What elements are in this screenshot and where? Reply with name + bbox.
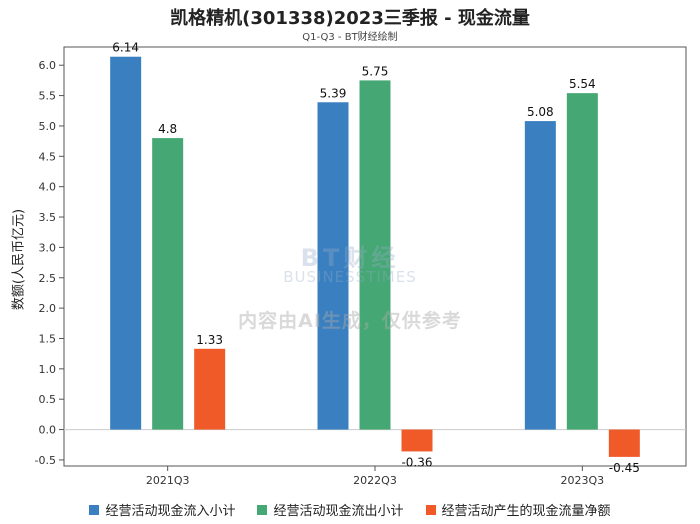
chart-subtitle: Q1-Q3 - BT财经绘制 [302,32,398,43]
y-tick-label: 1.5 [39,332,57,345]
y-tick-label: 4.5 [39,150,57,163]
y-tick-label: 5.5 [39,90,57,103]
x-tick-label: 2022Q3 [353,474,397,487]
bar [608,429,640,457]
y-tick-label: 1.0 [39,363,57,376]
legend-label-outflow: 经营活动现金流出小计 [273,504,404,519]
data-label: -0.45 [609,461,640,475]
legend-swatch-inflow [89,504,100,515]
legend-item-inflow: 经营活动现金流入小计 [89,500,235,519]
x-tick-label: 2023Q3 [561,474,605,487]
bar [359,80,391,430]
bar [524,121,556,430]
legend-item-outflow: 经营活动现金流出小计 [257,500,404,519]
data-label: 5.39 [320,86,347,100]
data-label: 5.54 [569,77,596,91]
legend-label-inflow: 经营活动现金流入小计 [105,504,236,519]
bar [152,138,184,430]
data-label: 4.8 [158,122,177,136]
bar [194,348,226,430]
y-tick-label: 0.5 [39,393,57,406]
y-tick-label: 2.0 [39,302,57,315]
bar [401,429,433,452]
legend-swatch-net [425,504,436,515]
bar [317,102,349,430]
y-tick-label: 6.0 [39,59,57,72]
y-tick-label: 2.5 [39,272,57,285]
y-tick-label: 4.0 [39,181,57,194]
y-tick-label: 0.0 [39,424,57,437]
data-label: 5.75 [362,64,389,78]
data-label: -0.36 [401,455,432,469]
data-label: 6.14 [112,41,139,55]
legend: 经营活动现金流入小计 经营活动现金流出小计 经营活动产生的现金流量净额 [0,500,700,519]
y-tick-label: 5.0 [39,120,57,133]
legend-item-net: 经营活动产生的现金流量净额 [425,500,611,519]
x-tick-label: 2021Q3 [146,474,190,487]
y-tick-label: 3.5 [39,211,57,224]
data-label: 5.08 [527,105,554,119]
legend-swatch-outflow [257,504,268,515]
bar [110,56,142,430]
chart-title: 凯格精机(301338)2023三季报 - 现金流量 [170,8,530,29]
data-label: 1.33 [196,333,223,347]
legend-label-net: 经营活动产生的现金流量净额 [441,504,611,519]
bar [566,93,598,430]
y-tick-label: 3.0 [39,241,57,254]
y-tick-label: -0.5 [35,454,56,467]
